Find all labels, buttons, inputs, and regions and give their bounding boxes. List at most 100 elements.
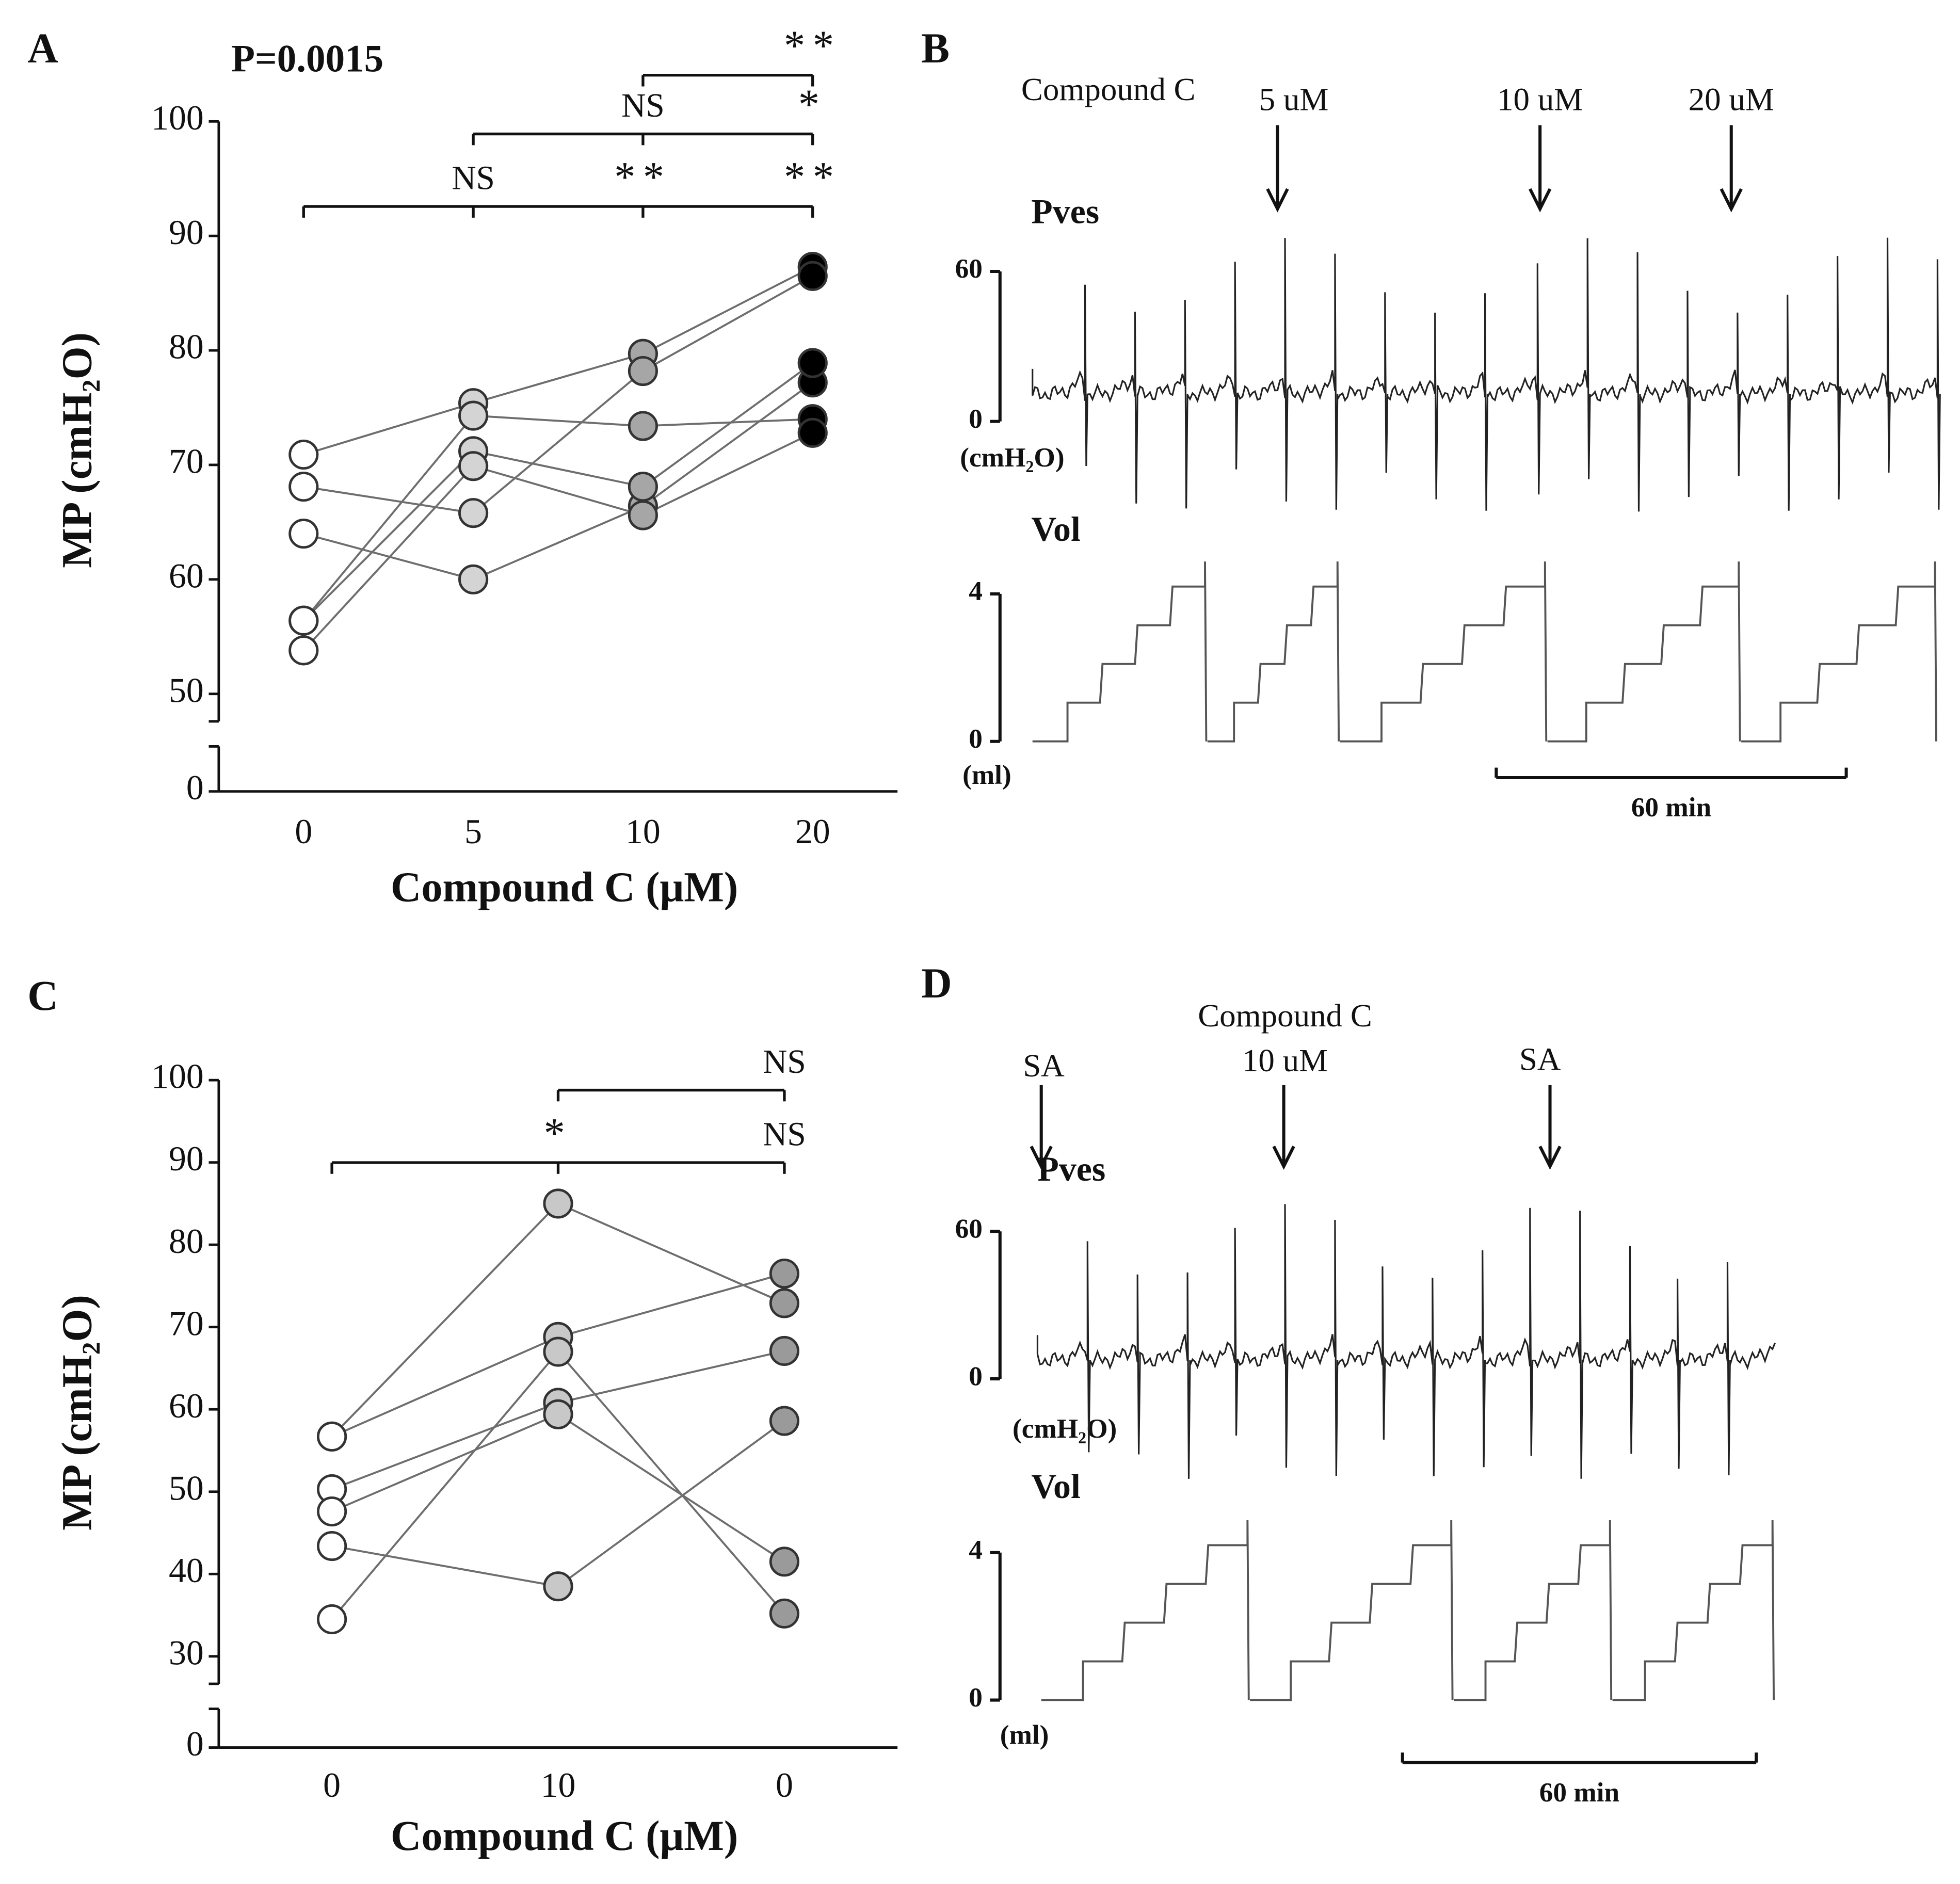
data-point [288, 605, 319, 636]
pressure-tick-label: 60 [955, 253, 983, 284]
pressure-tick-label: 0 [969, 1361, 983, 1391]
volume-unit: (ml) [1000, 1719, 1049, 1750]
panel-label: B [921, 25, 950, 72]
y-tick-label: 60 [169, 1387, 204, 1425]
data-point [317, 1496, 347, 1527]
data-point [458, 400, 489, 431]
data-point [543, 1571, 573, 1602]
significance-label: * [798, 81, 827, 128]
drug-label: Compound C [1021, 71, 1196, 107]
x-tick-label: 0 [323, 1766, 341, 1805]
volume-trace [1032, 561, 1937, 743]
pressure-unit: (cmH₂O) [1013, 1413, 1117, 1444]
series-line [303, 275, 813, 514]
scale-bar-label: 60 min [1631, 792, 1711, 823]
pressure-trace [1036, 1204, 1776, 1479]
event-label: SA [1519, 1041, 1561, 1077]
event-label: 10 uM [1242, 1042, 1328, 1078]
y-axis-title: MP (cmH₂O) [53, 1295, 100, 1531]
volume-unit: (ml) [962, 760, 1011, 790]
series-line [303, 381, 813, 581]
y-tick-label: 70 [169, 1304, 204, 1343]
x-tick-label: 5 [464, 812, 482, 851]
data-point [458, 564, 489, 594]
y-tick-label: 90 [169, 1139, 204, 1178]
data-point [628, 411, 658, 441]
data-point [769, 1258, 799, 1289]
pressure-label: Pves [1037, 1150, 1105, 1188]
event-label: SA [1023, 1048, 1065, 1084]
event-label: 10 uM [1497, 81, 1583, 117]
p-value: P=0.0015 [231, 38, 383, 80]
y-tick-label: 0 [186, 1725, 204, 1763]
arrow-head [1720, 188, 1743, 213]
pressure-unit: (cmH₂O) [960, 442, 1064, 473]
volume-tick-label: 0 [969, 1682, 983, 1713]
x-tick-label: 0 [776, 1766, 793, 1805]
x-tick-label: 10 [541, 1766, 576, 1805]
panel-label: D [921, 960, 952, 1007]
data-point [317, 1604, 347, 1635]
arrow-head [1030, 1146, 1053, 1170]
significance-label: ** [784, 22, 841, 69]
significance-label: NS [763, 1116, 806, 1153]
y-tick-label: 50 [169, 671, 204, 710]
y-tick-label: 100 [151, 99, 204, 137]
y-tick-label: 50 [169, 1469, 204, 1507]
data-point [628, 500, 658, 530]
data-point [458, 451, 489, 481]
event-label: 5 uM [1259, 81, 1329, 117]
series-line [302, 432, 813, 651]
panel-label: A [27, 25, 58, 72]
x-tick-label: 0 [295, 812, 312, 851]
arrow-head [1272, 1146, 1295, 1170]
data-point [628, 356, 658, 387]
pressure-trace [1032, 237, 1941, 512]
x-axis-title: Compound C (μM) [391, 1812, 738, 1859]
x-tick-label: 10 [625, 812, 661, 851]
y-tick-label: 30 [169, 1633, 204, 1672]
data-point [797, 417, 828, 448]
significance-label: NS [452, 160, 495, 197]
event-label: 20 uM [1689, 81, 1774, 117]
scale-bar-label: 60 min [1539, 1777, 1619, 1808]
series-line [302, 362, 813, 622]
data-point [317, 1421, 347, 1452]
data-point [769, 1335, 799, 1366]
data-point [288, 519, 319, 549]
y-tick-label: 70 [169, 442, 204, 481]
volume-trace [1041, 1520, 1775, 1701]
data-point [797, 261, 828, 291]
series-line [302, 414, 813, 621]
volume-label: Vol [1031, 510, 1081, 549]
significance-label: * [544, 1109, 573, 1156]
data-point [543, 1399, 573, 1429]
data-point [769, 1288, 799, 1318]
volume-tick-label: 4 [969, 1535, 983, 1565]
arrow-head [1529, 188, 1552, 213]
data-point [797, 348, 828, 378]
x-tick-label: 20 [795, 812, 830, 851]
y-tick-label: 60 [169, 556, 204, 595]
volume-label: Vol [1031, 1467, 1081, 1506]
data-point [288, 439, 319, 470]
data-point [543, 1336, 573, 1367]
data-point [769, 1598, 799, 1629]
event-label: Compound C [1198, 997, 1372, 1034]
data-point [317, 1531, 347, 1561]
panel-label: C [27, 972, 58, 1019]
series-line [331, 1420, 785, 1588]
significance-label: ** [784, 154, 841, 201]
arrow-head [1266, 188, 1289, 213]
significance-label: ** [614, 154, 671, 201]
data-point [288, 635, 319, 666]
data-point [288, 472, 319, 502]
data-point [458, 498, 489, 528]
y-tick-label: 100 [151, 1057, 204, 1096]
y-tick-label: 80 [169, 1222, 204, 1261]
y-tick-label: 80 [169, 328, 204, 366]
significance-label: NS [621, 87, 665, 124]
data-point [769, 1406, 799, 1436]
y-tick-label: 40 [169, 1551, 204, 1590]
